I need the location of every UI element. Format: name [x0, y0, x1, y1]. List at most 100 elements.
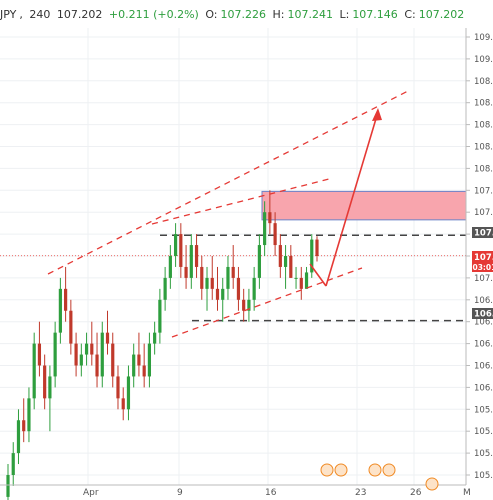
candle-body: [111, 343, 115, 377]
inner-channel-line: [151, 177, 334, 225]
high-label: H:: [272, 8, 285, 21]
horizontal-levels[interactable]: [0, 234, 466, 322]
price-tick-label: 108.4: [474, 121, 493, 131]
candle-body: [173, 234, 178, 256]
price-tick-label: 106.2: [474, 362, 493, 372]
candle-body: [147, 343, 152, 377]
low-label: L:: [339, 8, 350, 21]
price-tick-label: 105.4: [474, 449, 493, 459]
price-tick-label: 107.8: [474, 186, 493, 196]
projection-arrow-head: [372, 108, 382, 121]
event-flag-icon[interactable]: [320, 463, 334, 477]
price-tick-label: 106.6: [474, 318, 493, 328]
candle-body: [64, 288, 68, 311]
price-tick-label: 105.2: [474, 471, 493, 481]
projection-arrow-line: [325, 111, 379, 287]
candle-body: [310, 239, 314, 273]
price-tick-label: 109.0: [474, 55, 493, 65]
candle-body: [263, 212, 267, 246]
candle-body: [22, 420, 26, 432]
candle-body: [32, 343, 36, 399]
candle-body: [304, 272, 309, 289]
price-tick-label: 108.2: [474, 143, 493, 153]
price-tick-label: 107.6: [474, 208, 493, 218]
event-flag-icon[interactable]: [368, 463, 382, 477]
trend-drawings[interactable]: [47, 89, 411, 338]
candle-body: [116, 376, 120, 399]
price-axis[interactable]: 109.2 109.0 108.8 108.6 108.4 108.2 108.0 107.8…: [466, 33, 493, 481]
candle-body: [69, 310, 73, 344]
upper-channel-line: [47, 89, 411, 275]
candle-body: [79, 354, 83, 366]
time-tick: 16: [265, 488, 277, 498]
candle-body: [283, 256, 288, 267]
candle-body: [194, 245, 199, 267]
resistance-price-label: 107.4: [474, 229, 493, 239]
candle-body: [278, 245, 282, 267]
event-flag-icon[interactable]: [382, 463, 396, 477]
time-tick: Apr: [83, 488, 99, 498]
candle-body: [137, 354, 141, 366]
open-label: O:: [205, 8, 218, 21]
price-change: +0.211 (+0.2%): [108, 8, 199, 21]
candle-body: [189, 245, 193, 278]
candle-body: [43, 365, 47, 399]
price-tick-label: 106.8: [474, 296, 493, 306]
current-price-box: 107.2 03:01: [472, 251, 493, 272]
price-tick-label: 109.2: [474, 33, 493, 43]
candle-body: [121, 398, 125, 410]
event-flag-icon[interactable]: [334, 463, 348, 477]
candle-body: [215, 288, 220, 300]
candle-body: [205, 277, 209, 289]
candle-body: [179, 234, 183, 267]
price-tick-label: 107.0: [474, 274, 493, 284]
supply-zone[interactable]: [261, 190, 467, 221]
countdown-label: 03:01: [473, 263, 493, 272]
candle-body: [48, 376, 52, 399]
candle-body: [210, 277, 214, 289]
candle-body: [74, 343, 78, 366]
candle-body: [126, 376, 131, 410]
candle-body: [27, 398, 31, 432]
candle-body: [184, 266, 188, 278]
resistance-price-box: 107.4: [472, 227, 493, 239]
price-tick-label: 106.4: [474, 340, 493, 350]
event-flag-icon[interactable]: [425, 477, 439, 491]
candle-body: [132, 354, 136, 377]
candle-body: [95, 354, 99, 377]
candle-body: [242, 299, 246, 311]
support-price-label: 106.6: [474, 310, 493, 320]
candle-body: [6, 475, 10, 497]
price-tick-label: 108.0: [474, 164, 493, 174]
candle-body: [289, 256, 293, 278]
candle-body: [53, 332, 57, 377]
symbol-header: JPY, 240 107.202 +0.211 (+0.2%) O: 107.22…: [0, 8, 465, 21]
open-value: 107.226: [220, 8, 266, 21]
candle-body: [200, 266, 204, 289]
economic-event-icons[interactable]: [320, 463, 439, 491]
candle-body: [252, 277, 256, 300]
candle-body: [100, 332, 104, 377]
candle-body: [221, 288, 225, 300]
candle-body: [273, 223, 277, 246]
candle-body: [163, 277, 167, 300]
candle-body: [84, 343, 89, 355]
candle-body: [257, 245, 261, 278]
time-tick: 9: [177, 488, 183, 498]
candle-body: [268, 212, 272, 224]
time-axis[interactable]: Apr 9 16 23 26 M: [83, 488, 471, 498]
symbol-name[interactable]: JPY: [0, 8, 17, 21]
price-tick-label: 105.6: [474, 427, 493, 437]
candle-body: [226, 266, 230, 289]
candle-body: [58, 288, 62, 333]
price-tick-label: 108.6: [474, 99, 493, 109]
current-price-label: 107.2: [474, 253, 493, 263]
interval-label[interactable]: 240: [29, 8, 51, 21]
high-value: 107.241: [287, 8, 333, 21]
last-price: 107.202: [56, 8, 103, 21]
candle-body: [231, 266, 235, 278]
time-tick: 23: [355, 488, 366, 498]
candle-body: [315, 239, 319, 256]
close-value: 107.202: [418, 8, 465, 21]
